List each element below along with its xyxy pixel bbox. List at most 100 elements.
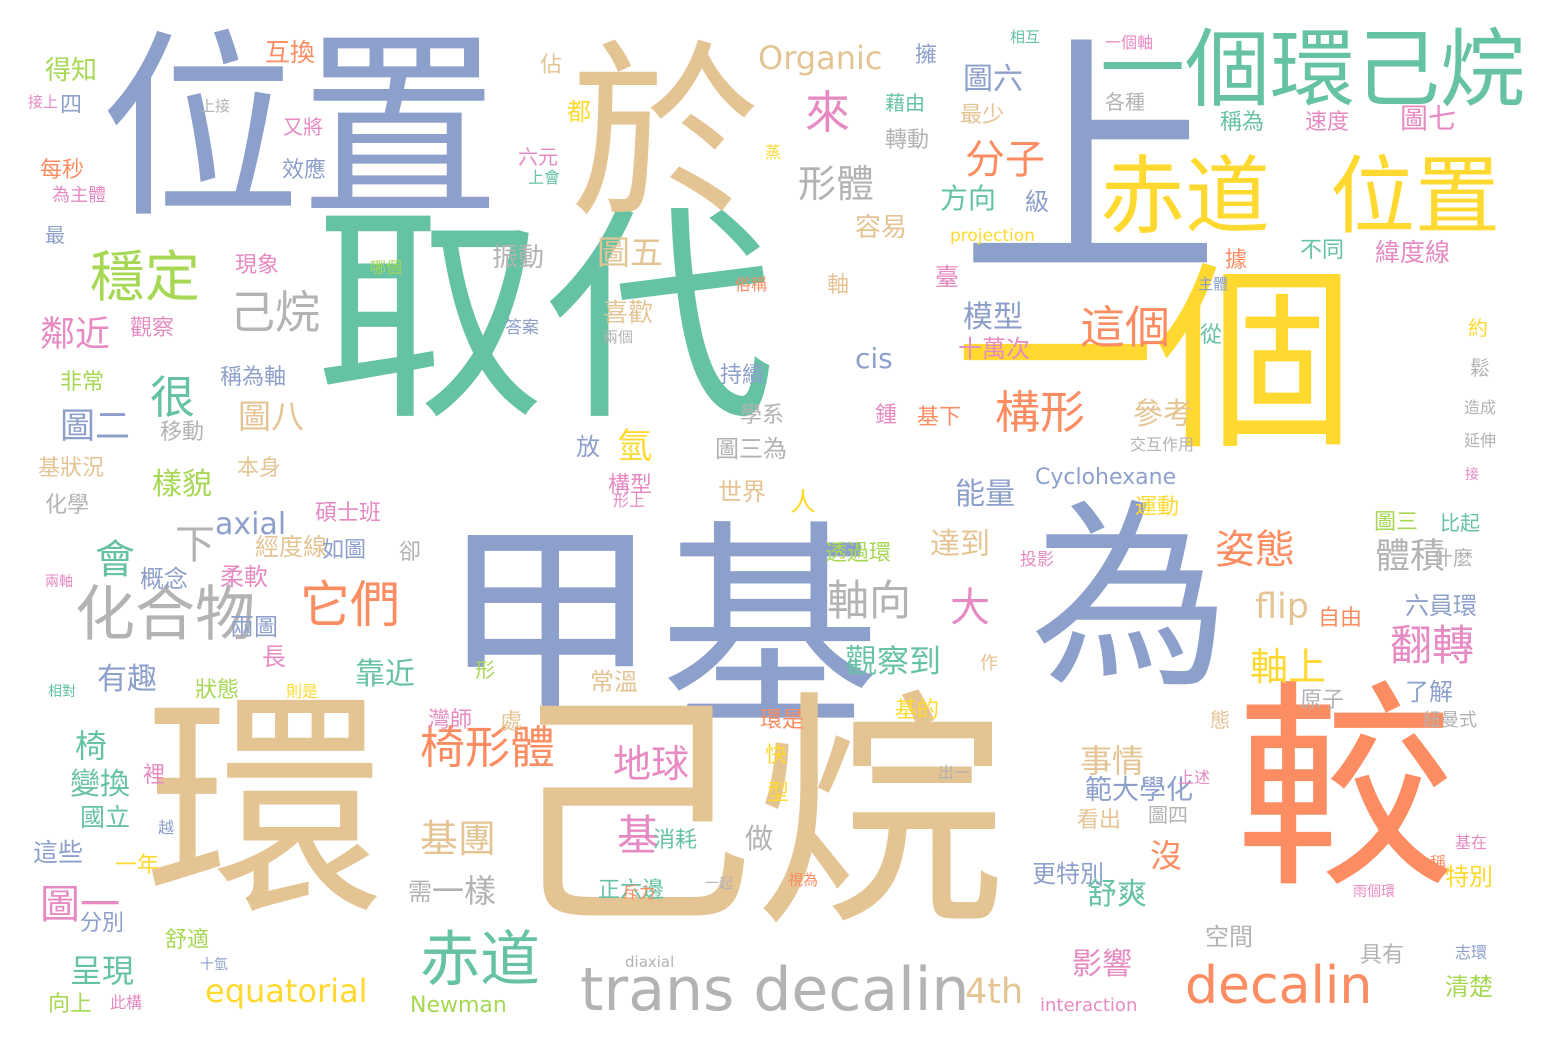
- word: 喜歡: [603, 300, 653, 325]
- word: 下: [175, 525, 215, 565]
- word: 斥力: [623, 885, 655, 901]
- word: 都: [567, 100, 591, 124]
- word: 己烷: [505, 690, 1005, 940]
- word: 分別: [80, 913, 124, 935]
- word: 臺: [935, 265, 959, 289]
- word: 延伸: [1464, 433, 1496, 449]
- word: 構形: [995, 390, 1085, 435]
- word: 本身: [237, 458, 281, 480]
- word: 能量: [955, 480, 1015, 510]
- word: 赤道: [420, 930, 540, 990]
- word: 穩定: [90, 250, 200, 305]
- word: 有趣: [97, 665, 157, 695]
- word: 又將: [283, 117, 323, 137]
- word: 軸向: [827, 580, 911, 622]
- word: 圖三: [1374, 512, 1418, 534]
- word: 相對: [48, 685, 76, 699]
- word: 4th: [965, 975, 1023, 1010]
- word: 呈現: [70, 955, 134, 987]
- word: 樣貌: [152, 470, 212, 500]
- word: 據: [1225, 250, 1247, 272]
- word: 容易: [855, 215, 907, 241]
- word: 快: [765, 745, 787, 767]
- word: 需: [408, 880, 432, 904]
- word: 兩個: [603, 330, 633, 345]
- word: 上接: [200, 99, 230, 114]
- word: 現象: [235, 255, 279, 277]
- word: 投影: [1020, 552, 1054, 569]
- word: 化學: [45, 495, 89, 517]
- word: 分子: [965, 140, 1045, 180]
- word: 比起: [1440, 513, 1480, 533]
- word: 最: [45, 225, 65, 245]
- word: 稱為: [1220, 112, 1264, 134]
- word: 互換: [265, 40, 315, 65]
- word: decalin: [1185, 960, 1372, 1012]
- word: 最少: [960, 105, 1004, 127]
- word: 圖三為: [715, 437, 787, 461]
- word: 圖五: [597, 236, 663, 269]
- word: 國立: [80, 805, 130, 830]
- word: 圖二: [60, 410, 130, 445]
- word: 視為: [788, 873, 818, 888]
- word: 形: [475, 660, 495, 680]
- word: 圖八: [238, 400, 304, 433]
- word: 範大學化: [1085, 777, 1193, 804]
- word: flip: [1255, 590, 1309, 625]
- word: 更特別: [1032, 862, 1104, 886]
- word: 軸上: [1250, 648, 1326, 686]
- word: 模型: [963, 303, 1023, 333]
- word: 轉動: [885, 130, 929, 152]
- word: 這些: [33, 840, 83, 865]
- word: 裡: [143, 765, 165, 787]
- word: 出一: [938, 765, 970, 781]
- word: 於: [570, 40, 760, 230]
- word: 經度線: [255, 535, 327, 559]
- word: 擁: [915, 45, 937, 67]
- word: 概念: [140, 567, 188, 591]
- word: 非常: [60, 372, 104, 394]
- word: 處: [500, 712, 522, 734]
- word: 運動: [1135, 497, 1179, 519]
- word: 接上: [28, 95, 58, 110]
- word: 具有: [1360, 945, 1404, 967]
- word: 態: [1210, 710, 1230, 730]
- word: Organic: [758, 42, 882, 74]
- word: 稱為軸: [220, 367, 286, 389]
- word: 基狀況: [38, 458, 104, 480]
- word: 灣師: [428, 710, 472, 732]
- word: 環是: [760, 710, 804, 732]
- word: 為主體: [52, 187, 106, 205]
- word: 十氫: [200, 958, 228, 972]
- word: 哪個: [370, 260, 402, 276]
- word: 大: [950, 588, 990, 628]
- word: 一起: [705, 877, 733, 891]
- word: 鄰近: [40, 318, 110, 353]
- word: 答案: [505, 320, 539, 337]
- word: 舒適: [165, 930, 209, 952]
- word: 它們: [300, 580, 400, 630]
- word: 雨個環: [1353, 885, 1395, 899]
- word: 不同: [1300, 240, 1344, 262]
- word: 圖四: [1148, 805, 1188, 825]
- word: 志環: [1455, 945, 1487, 961]
- word: 越: [158, 820, 174, 836]
- word: 級: [1025, 190, 1049, 214]
- word: 空間: [1205, 925, 1253, 949]
- word: 氫: [617, 430, 652, 465]
- word: 自由: [1318, 608, 1362, 630]
- word: 造成: [1464, 400, 1496, 416]
- word: 軸: [827, 275, 849, 297]
- word: 藉由: [885, 93, 925, 113]
- word: 六元: [518, 147, 558, 167]
- word: 一個軸: [1105, 35, 1153, 51]
- word: 達到: [930, 530, 990, 560]
- word: 型: [767, 783, 789, 805]
- word: 基團: [420, 820, 496, 858]
- word: 此構: [110, 995, 142, 1011]
- word: 赤道: [1100, 155, 1270, 240]
- word: 形體: [798, 165, 874, 203]
- word: 環: [145, 690, 385, 930]
- word: 碩士班: [315, 503, 381, 525]
- word: 方向: [940, 185, 996, 213]
